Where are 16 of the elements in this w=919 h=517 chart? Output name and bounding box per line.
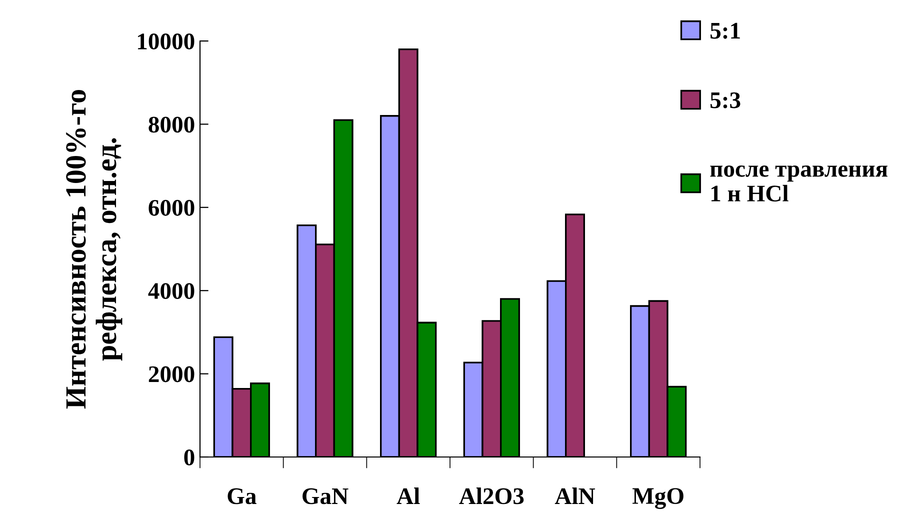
legend-label: после травления 1 н HCl (710, 165, 888, 202)
y-tick-label: 8000 (148, 116, 194, 133)
y-tick-label: 2000 (148, 366, 194, 382)
x-tick-label: Ga (228, 488, 256, 504)
y-tick-label: 10000 (138, 33, 194, 50)
x-tick-label: MgO (632, 488, 684, 509)
legend-label: 5:3 (710, 92, 740, 108)
x-tick-label: Al2O3 (459, 488, 524, 504)
y-tick-label: 4000 (148, 283, 194, 300)
y-tick-label: 0 (184, 449, 194, 466)
x-tick-label: AlN (554, 488, 596, 504)
y-tick-label: 6000 (148, 200, 194, 216)
legend-label: 5:1 (710, 22, 740, 39)
x-tick-label: Al (396, 488, 420, 504)
y-axis-title: Интенсивность 100%-го рефлекса, отн.ед. (66, 90, 122, 409)
x-tick-label: GaN (302, 488, 348, 504)
